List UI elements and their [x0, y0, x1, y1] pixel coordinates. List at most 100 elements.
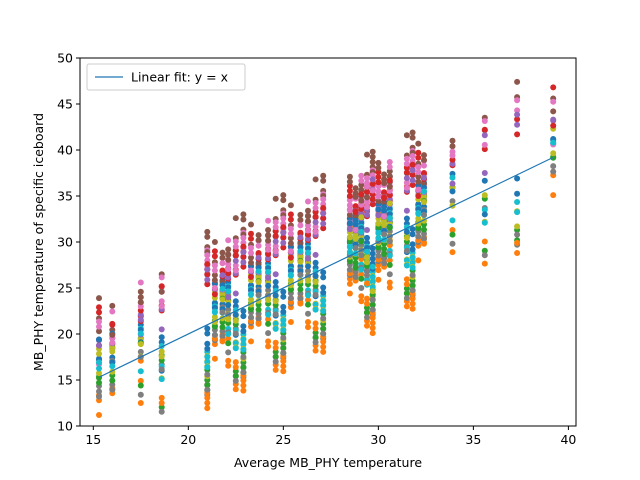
- data-point: [96, 388, 102, 395]
- data-point: [369, 250, 376, 257]
- data-point: [211, 291, 218, 298]
- data-point: [415, 210, 422, 216]
- data-point: [421, 188, 427, 195]
- data-point: [312, 228, 319, 235]
- data-point: [346, 187, 353, 194]
- data-point: [204, 394, 211, 401]
- data-point: [409, 134, 416, 141]
- data-point: [272, 292, 279, 299]
- data-point: [381, 222, 388, 228]
- data-point: [449, 188, 456, 195]
- data-point: [449, 160, 456, 167]
- data-point: [265, 343, 272, 350]
- data-point: [312, 223, 319, 230]
- data-point: [248, 235, 254, 242]
- data-point: [369, 330, 376, 337]
- data-point: [225, 237, 232, 244]
- data-point: [312, 329, 319, 336]
- data-point: [204, 354, 211, 360]
- data-point: [386, 177, 393, 184]
- data-point: [386, 200, 393, 207]
- data-point: [280, 349, 287, 356]
- data-point: [305, 218, 311, 225]
- data-point: [240, 341, 247, 348]
- data-point: [312, 334, 319, 341]
- data-point: [320, 172, 327, 179]
- data-point: [240, 354, 247, 360]
- data-point: [369, 288, 376, 295]
- data-point: [240, 323, 247, 330]
- data-point: [320, 269, 327, 276]
- data-point: [369, 279, 376, 285]
- data-point: [514, 116, 521, 123]
- data-point: [240, 328, 247, 335]
- data-point: [409, 259, 416, 266]
- data-point: [409, 264, 416, 271]
- data-point: [386, 168, 393, 175]
- data-point: [386, 262, 393, 268]
- data-point: [364, 234, 370, 241]
- data-point: [137, 382, 144, 389]
- data-point: [481, 260, 488, 267]
- data-point: [320, 348, 327, 355]
- data-point: [346, 202, 353, 209]
- data-point: [232, 373, 239, 380]
- data-point: [211, 277, 218, 284]
- data-point: [265, 246, 272, 253]
- data-point: [550, 150, 557, 157]
- data-point: [364, 175, 370, 182]
- data-point: [272, 354, 279, 360]
- data-point: [109, 377, 116, 384]
- data-point: [280, 197, 287, 204]
- data-point: [403, 295, 410, 302]
- data-point: [204, 386, 211, 393]
- data-point: [248, 274, 254, 280]
- data-point: [204, 371, 211, 378]
- data-point: [137, 294, 144, 301]
- data-point: [158, 326, 165, 333]
- data-point: [280, 239, 287, 246]
- scatter-points: [96, 78, 557, 418]
- data-point: [96, 304, 102, 311]
- data-point: [305, 212, 311, 219]
- data-point: [320, 343, 327, 350]
- data-point: [550, 98, 557, 105]
- data-point: [421, 174, 427, 181]
- data-point: [369, 320, 376, 326]
- data-point: [369, 274, 376, 280]
- data-point: [272, 320, 279, 327]
- data-point: [240, 249, 247, 256]
- data-point: [386, 196, 393, 203]
- data-point: [381, 213, 388, 220]
- data-point: [550, 139, 557, 146]
- data-point: [364, 309, 370, 316]
- data-point: [255, 250, 262, 256]
- data-point: [421, 240, 427, 247]
- data-point: [481, 238, 488, 245]
- data-point: [211, 272, 218, 279]
- x-tick-label: 15: [85, 432, 101, 447]
- data-point: [297, 229, 304, 236]
- data-point: [265, 217, 272, 224]
- data-point: [272, 238, 279, 245]
- data-point: [550, 108, 557, 115]
- data-point: [358, 205, 365, 212]
- data-point: [481, 146, 488, 153]
- data-point: [158, 283, 165, 290]
- data-point: [358, 172, 365, 179]
- legend: Linear fit: y = x: [86, 63, 246, 91]
- data-point: [225, 316, 232, 323]
- data-point: [352, 221, 359, 228]
- data-point: [403, 228, 410, 235]
- data-point: [449, 227, 456, 233]
- data-point: [240, 369, 247, 376]
- data-point: [272, 311, 279, 318]
- data-point: [346, 290, 353, 297]
- data-point: [158, 394, 165, 401]
- data-point: [225, 306, 232, 313]
- data-point: [287, 235, 294, 242]
- data-point: [248, 245, 254, 251]
- data-point: [255, 242, 262, 249]
- y-axis-label: MB_PHY temperature of specific iceboard: [31, 113, 46, 371]
- data-point: [272, 224, 279, 231]
